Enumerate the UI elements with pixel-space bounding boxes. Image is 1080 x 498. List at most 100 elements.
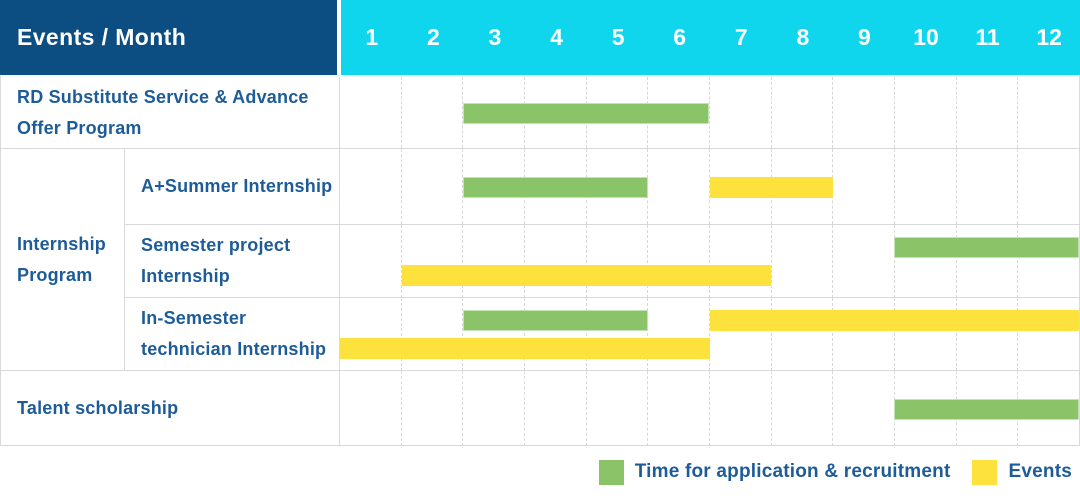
table-row: Talent scholarship [1, 370, 1079, 446]
month-grid-cell [894, 225, 956, 298]
chart-row [340, 77, 1079, 148]
month-grid-cell [400, 298, 463, 371]
month-grid-cell [1017, 298, 1079, 371]
month-label: 8 [796, 24, 810, 50]
month-grid-cell [340, 225, 401, 298]
month-grid-cell [894, 298, 956, 371]
month-grid-cell [524, 225, 586, 298]
legend-label: Time for application & recruitment [634, 461, 951, 482]
month-grid-cell [524, 298, 586, 371]
month-label: 3 [488, 24, 502, 50]
row-label-talent-scholarship: Talent scholarship [1, 371, 340, 445]
month-grid-cell [770, 371, 833, 446]
event-swatch-icon [972, 459, 998, 485]
page-title: Events / Month [17, 24, 187, 50]
row-label-in-semester-technician: In-Semester technician Internship [125, 298, 340, 370]
row-label-a-plus-summer: A+Summer Internship [125, 149, 340, 224]
chart-row [340, 149, 1079, 224]
month-label: 9 [858, 24, 871, 50]
chart-legend: Time for application & recruitment Event… [0, 446, 1080, 498]
month-grid-cell [770, 77, 833, 148]
table-row: RD Substitute Service & Advance Offer Pr… [1, 77, 1079, 148]
month-grid-cell [1017, 225, 1079, 298]
month-grid-cell [709, 371, 771, 446]
month-grid-cell [894, 149, 956, 224]
group-label-internship-program: Internship Program [1, 149, 125, 370]
month-grid-cell [709, 298, 771, 371]
table-row: A+Summer Internship [125, 149, 1079, 224]
recruitment-bar [463, 310, 648, 331]
month-grid-cell [955, 225, 1018, 298]
month-grid-cell [400, 225, 463, 298]
event-bar [709, 310, 1079, 331]
month-grid-cell [340, 298, 401, 371]
chart-row [340, 371, 1079, 446]
month-grid-cell [340, 77, 401, 148]
month-label: 1 [365, 24, 379, 50]
chart-row [340, 225, 1079, 298]
month-label: 12 [1036, 24, 1062, 50]
row-label-text: In-Semester technician Internship [141, 308, 327, 359]
month-grid-cell [770, 225, 833, 298]
month-label: 10 [913, 24, 939, 50]
table-header-row: Events / Month 1 2 3 4 5 6 7 8 9 10 11 12 [0, 0, 1080, 75]
recruitment-bar [463, 102, 710, 124]
group-rows: A+Summer Internship Semester project Int… [125, 149, 1079, 371]
row-label-text: Semester project Internship [141, 235, 291, 286]
month-grid-cell [340, 149, 401, 224]
legend-item-recruitment: Time for application & recruitment [598, 459, 951, 485]
month-grid-cell [462, 371, 524, 446]
table-row: In-Semester technician Internship [125, 297, 1079, 371]
chart-row [340, 298, 1079, 371]
month-axis: 1 2 3 4 5 6 7 8 9 10 11 12 [341, 0, 1080, 75]
row-label-text: Talent scholarship [17, 397, 179, 418]
month-label: 2 [426, 24, 440, 50]
month-grid-cell [647, 225, 709, 298]
month-grid-cell [585, 225, 648, 298]
month-label: 7 [734, 24, 748, 50]
month-label: 4 [550, 24, 563, 50]
month-grid-cell [832, 149, 894, 224]
header-title-cell: Events / Month [0, 0, 337, 75]
gantt-table-body: RD Substitute Service & Advance Offer Pr… [0, 75, 1080, 446]
month-grid-cell [647, 149, 709, 224]
month-grid-cell [585, 371, 648, 446]
month-grid-cell [340, 371, 401, 446]
month-grid-cell [832, 77, 894, 148]
month-grid-cell [1017, 77, 1079, 148]
month-grid-cell [770, 298, 833, 371]
month-grid-cell [524, 371, 586, 446]
event-bar [340, 338, 710, 359]
month-grid-cell [709, 77, 771, 148]
row-label-semester-project: Semester project Internship [125, 225, 340, 297]
month-grid-cell [955, 298, 1018, 371]
month-grid-cell [585, 298, 648, 371]
month-label: 6 [673, 24, 687, 50]
month-grid-cell [462, 225, 524, 298]
month-grid-cell [832, 225, 894, 298]
month-grid-cell [647, 371, 709, 446]
month-grid-cell [832, 298, 894, 371]
month-grid-cell [955, 77, 1018, 148]
header-divider [337, 0, 341, 75]
event-bar [709, 176, 833, 198]
month-grid-cell [1017, 149, 1079, 224]
row-label-rd-substitute: RD Substitute Service & Advance Offer Pr… [1, 77, 340, 148]
month-grid-cell [462, 298, 524, 371]
recruitment-bar [894, 398, 1079, 420]
table-row: Semester project Internship [125, 224, 1079, 298]
group-label-text: Internship Program [17, 233, 107, 285]
month-grid-cell [709, 225, 771, 298]
event-bar [401, 265, 772, 286]
internship-program-group: Internship Program A+Summer Internship S… [1, 148, 1079, 371]
month-grid-cell [894, 77, 956, 148]
recruitment-bar [463, 176, 648, 198]
month-grid-cell [647, 298, 709, 371]
month-grid-cell [462, 149, 524, 224]
month-grid-cell [832, 371, 894, 446]
month-grid-cell [400, 371, 463, 446]
month-label: 11 [975, 24, 1000, 50]
month-grid-cell [400, 77, 463, 148]
month-grid-cell [462, 77, 524, 148]
